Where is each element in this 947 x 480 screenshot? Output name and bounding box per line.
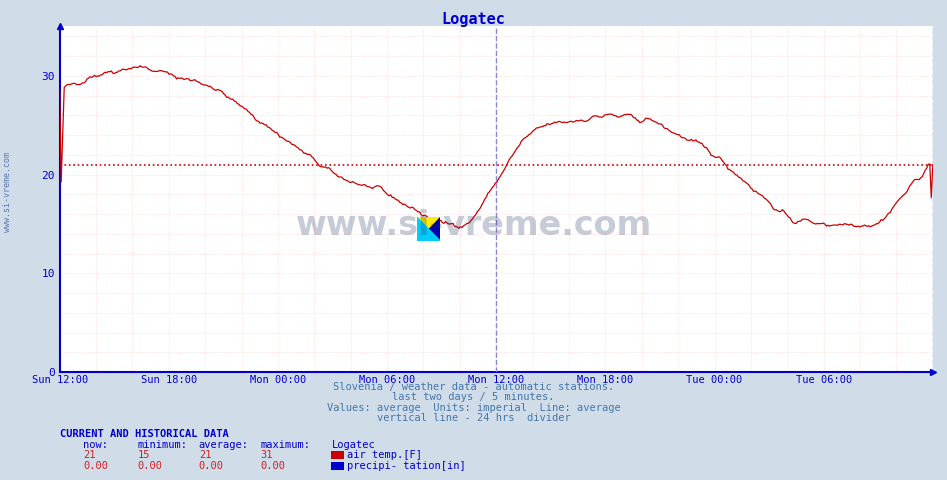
Text: www.si-vreme.com: www.si-vreme.com [3,152,12,232]
Polygon shape [417,217,440,241]
Text: average:: average: [199,440,249,450]
Text: minimum:: minimum: [137,440,188,450]
Text: 21: 21 [199,450,211,460]
Polygon shape [417,217,440,241]
Text: maximum:: maximum: [260,440,311,450]
Text: now:: now: [83,440,108,450]
Text: Logatec: Logatec [441,12,506,27]
Text: last two days / 5 minutes.: last two days / 5 minutes. [392,392,555,402]
Text: air temp.[F]: air temp.[F] [347,450,421,460]
Text: 15: 15 [137,450,150,460]
Text: CURRENT AND HISTORICAL DATA: CURRENT AND HISTORICAL DATA [60,429,228,439]
Text: 31: 31 [260,450,273,460]
Text: Logatec: Logatec [331,440,375,450]
Text: vertical line - 24 hrs  divider: vertical line - 24 hrs divider [377,413,570,423]
Text: Values: average  Units: imperial  Line: average: Values: average Units: imperial Line: av… [327,403,620,413]
Text: precipi- tation[in]: precipi- tation[in] [347,461,465,471]
Text: 21: 21 [83,450,96,460]
Text: www.si-vreme.com: www.si-vreme.com [295,209,652,242]
Text: Slovenia / weather data - automatic stations.: Slovenia / weather data - automatic stat… [333,382,614,392]
Text: 0.00: 0.00 [83,461,108,471]
Text: 0.00: 0.00 [260,461,285,471]
Text: 0.00: 0.00 [199,461,223,471]
Text: 0.00: 0.00 [137,461,162,471]
